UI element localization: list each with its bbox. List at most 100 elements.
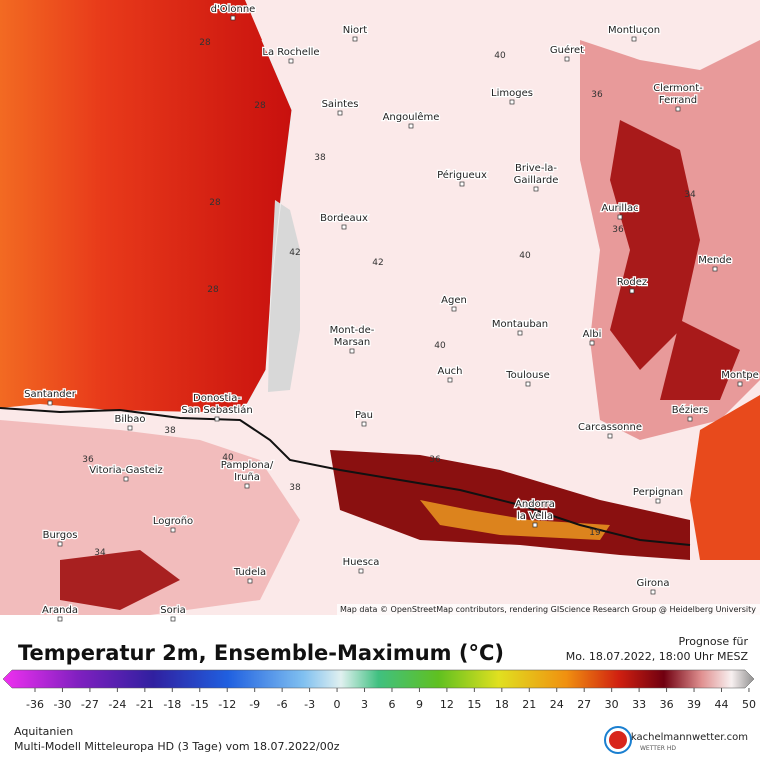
city-marker [352, 36, 358, 42]
city-label: Girona [636, 578, 669, 589]
city-marker [629, 288, 635, 294]
contour-label: 40 [494, 51, 506, 61]
city-marker [247, 578, 253, 584]
city-label: Pamplona/ [221, 460, 274, 471]
city-marker [675, 106, 681, 112]
city-marker [447, 377, 453, 383]
city-label: Tudela [233, 567, 266, 578]
city-label: Auch [437, 366, 462, 377]
tick-label: 6 [388, 698, 395, 711]
city-marker [687, 416, 693, 422]
city-marker [509, 99, 515, 105]
city-label: d'Olonne [211, 4, 256, 15]
tick-label: 21 [522, 698, 536, 711]
region: Aquitanien [14, 725, 73, 738]
contour-label: 40 [434, 341, 446, 351]
city-marker [589, 340, 595, 346]
contour-label: 42 [372, 258, 383, 268]
city-marker [712, 266, 718, 272]
city-label: Périgueux [437, 169, 487, 181]
city-marker [532, 522, 538, 528]
city-label: Guéret [550, 44, 584, 56]
city-marker [244, 483, 250, 489]
city-label: Bordeaux [320, 213, 368, 224]
tick-label: 12 [440, 698, 454, 711]
tick-label: 9 [416, 698, 423, 711]
city-label: Burgos [43, 530, 78, 541]
city-label: Bilbao [114, 414, 145, 425]
brand[interactable]: kachelmannwetter.com [631, 732, 748, 743]
city-marker [525, 381, 531, 387]
tick-label: 0 [334, 698, 341, 711]
city-marker [47, 400, 53, 406]
tick-label: -21 [136, 698, 154, 711]
city-label: Marsan [334, 337, 371, 348]
contour-label: 19 [589, 528, 601, 538]
city-marker [349, 348, 355, 354]
tick-label: -18 [163, 698, 181, 711]
tick-label: 24 [550, 698, 564, 711]
tick-label: 36 [660, 698, 674, 711]
city-label: Saintes [322, 99, 359, 110]
contour-label: 36 [591, 90, 603, 100]
tick-label: 15 [467, 698, 481, 711]
city-label: Montpe [721, 370, 759, 381]
model: Multi-Modell Mitteleuropa HD (3 Tage) vo… [14, 740, 340, 753]
city-label: Angoulême [383, 111, 440, 123]
spain-hot [60, 550, 180, 610]
contour-label: 38 [314, 153, 326, 163]
city-marker [451, 306, 457, 312]
city-label: Soria [160, 605, 185, 616]
city-marker [408, 123, 414, 129]
contour-label: 40 [519, 251, 531, 261]
title: Temperatur 2m, Ensemble-Maximum (°C) [18, 641, 504, 665]
contour-label: 34 [94, 548, 106, 558]
city-label: Toulouse [505, 370, 549, 381]
colorbar [2, 669, 755, 689]
contour-label: 38 [289, 483, 301, 493]
contour-label: 42 [289, 248, 300, 258]
city-marker [564, 56, 570, 62]
tick-label: -6 [277, 698, 288, 711]
city-label: Béziers [672, 404, 709, 416]
city-label: Donostia- [193, 393, 241, 404]
city-label: Niort [343, 25, 367, 36]
city-labels: d'Olonne Niort La Rochelle Guéret Montluçon S… [23, 3, 760, 622]
city-marker [617, 214, 623, 220]
city-marker [337, 110, 343, 116]
tick-label: 39 [687, 698, 701, 711]
city-label: Brive-la- [515, 163, 557, 174]
city-label: Mende [698, 255, 732, 266]
city-label: Huesca [343, 557, 380, 568]
tick-label: -12 [218, 698, 236, 711]
atlantic [0, 0, 292, 412]
city-label: Iruña [234, 472, 260, 483]
city-label: Montluçon [608, 25, 660, 36]
city-label: Rodez [617, 277, 647, 288]
tick-label: -30 [53, 698, 71, 711]
city-marker [57, 541, 63, 547]
city-label: Gaillarde [514, 175, 559, 186]
tick-label: 27 [577, 698, 591, 711]
credit: Map data © OpenStreetMap contributors, r… [340, 605, 756, 614]
city-label: Albi [583, 329, 602, 340]
contour-label: 36 [429, 455, 441, 465]
city-label: Pau [355, 410, 373, 421]
contour-label: 38 [164, 426, 176, 436]
pyrenees-cool [420, 500, 610, 540]
city-marker [288, 58, 294, 64]
colorbar-ticks: -36 -30 -27 -24 -21 -18 -15 -12 -9 -6 -3 0 3 6 9 12 15 18… [26, 688, 756, 711]
brand-sub: WETTER HD [640, 745, 676, 752]
city-marker [214, 416, 220, 422]
city-marker [230, 15, 236, 21]
city-label: Carcassonne [578, 422, 642, 433]
city-label: Aurillac [601, 203, 638, 214]
city-label: Agen [441, 295, 467, 306]
coastline [244, 39, 293, 409]
city-label: Vitoria-Gasteiz [89, 465, 163, 476]
contour-label: 36 [612, 225, 624, 235]
contour-label: 28 [209, 198, 221, 208]
tick-label: -9 [249, 698, 260, 711]
